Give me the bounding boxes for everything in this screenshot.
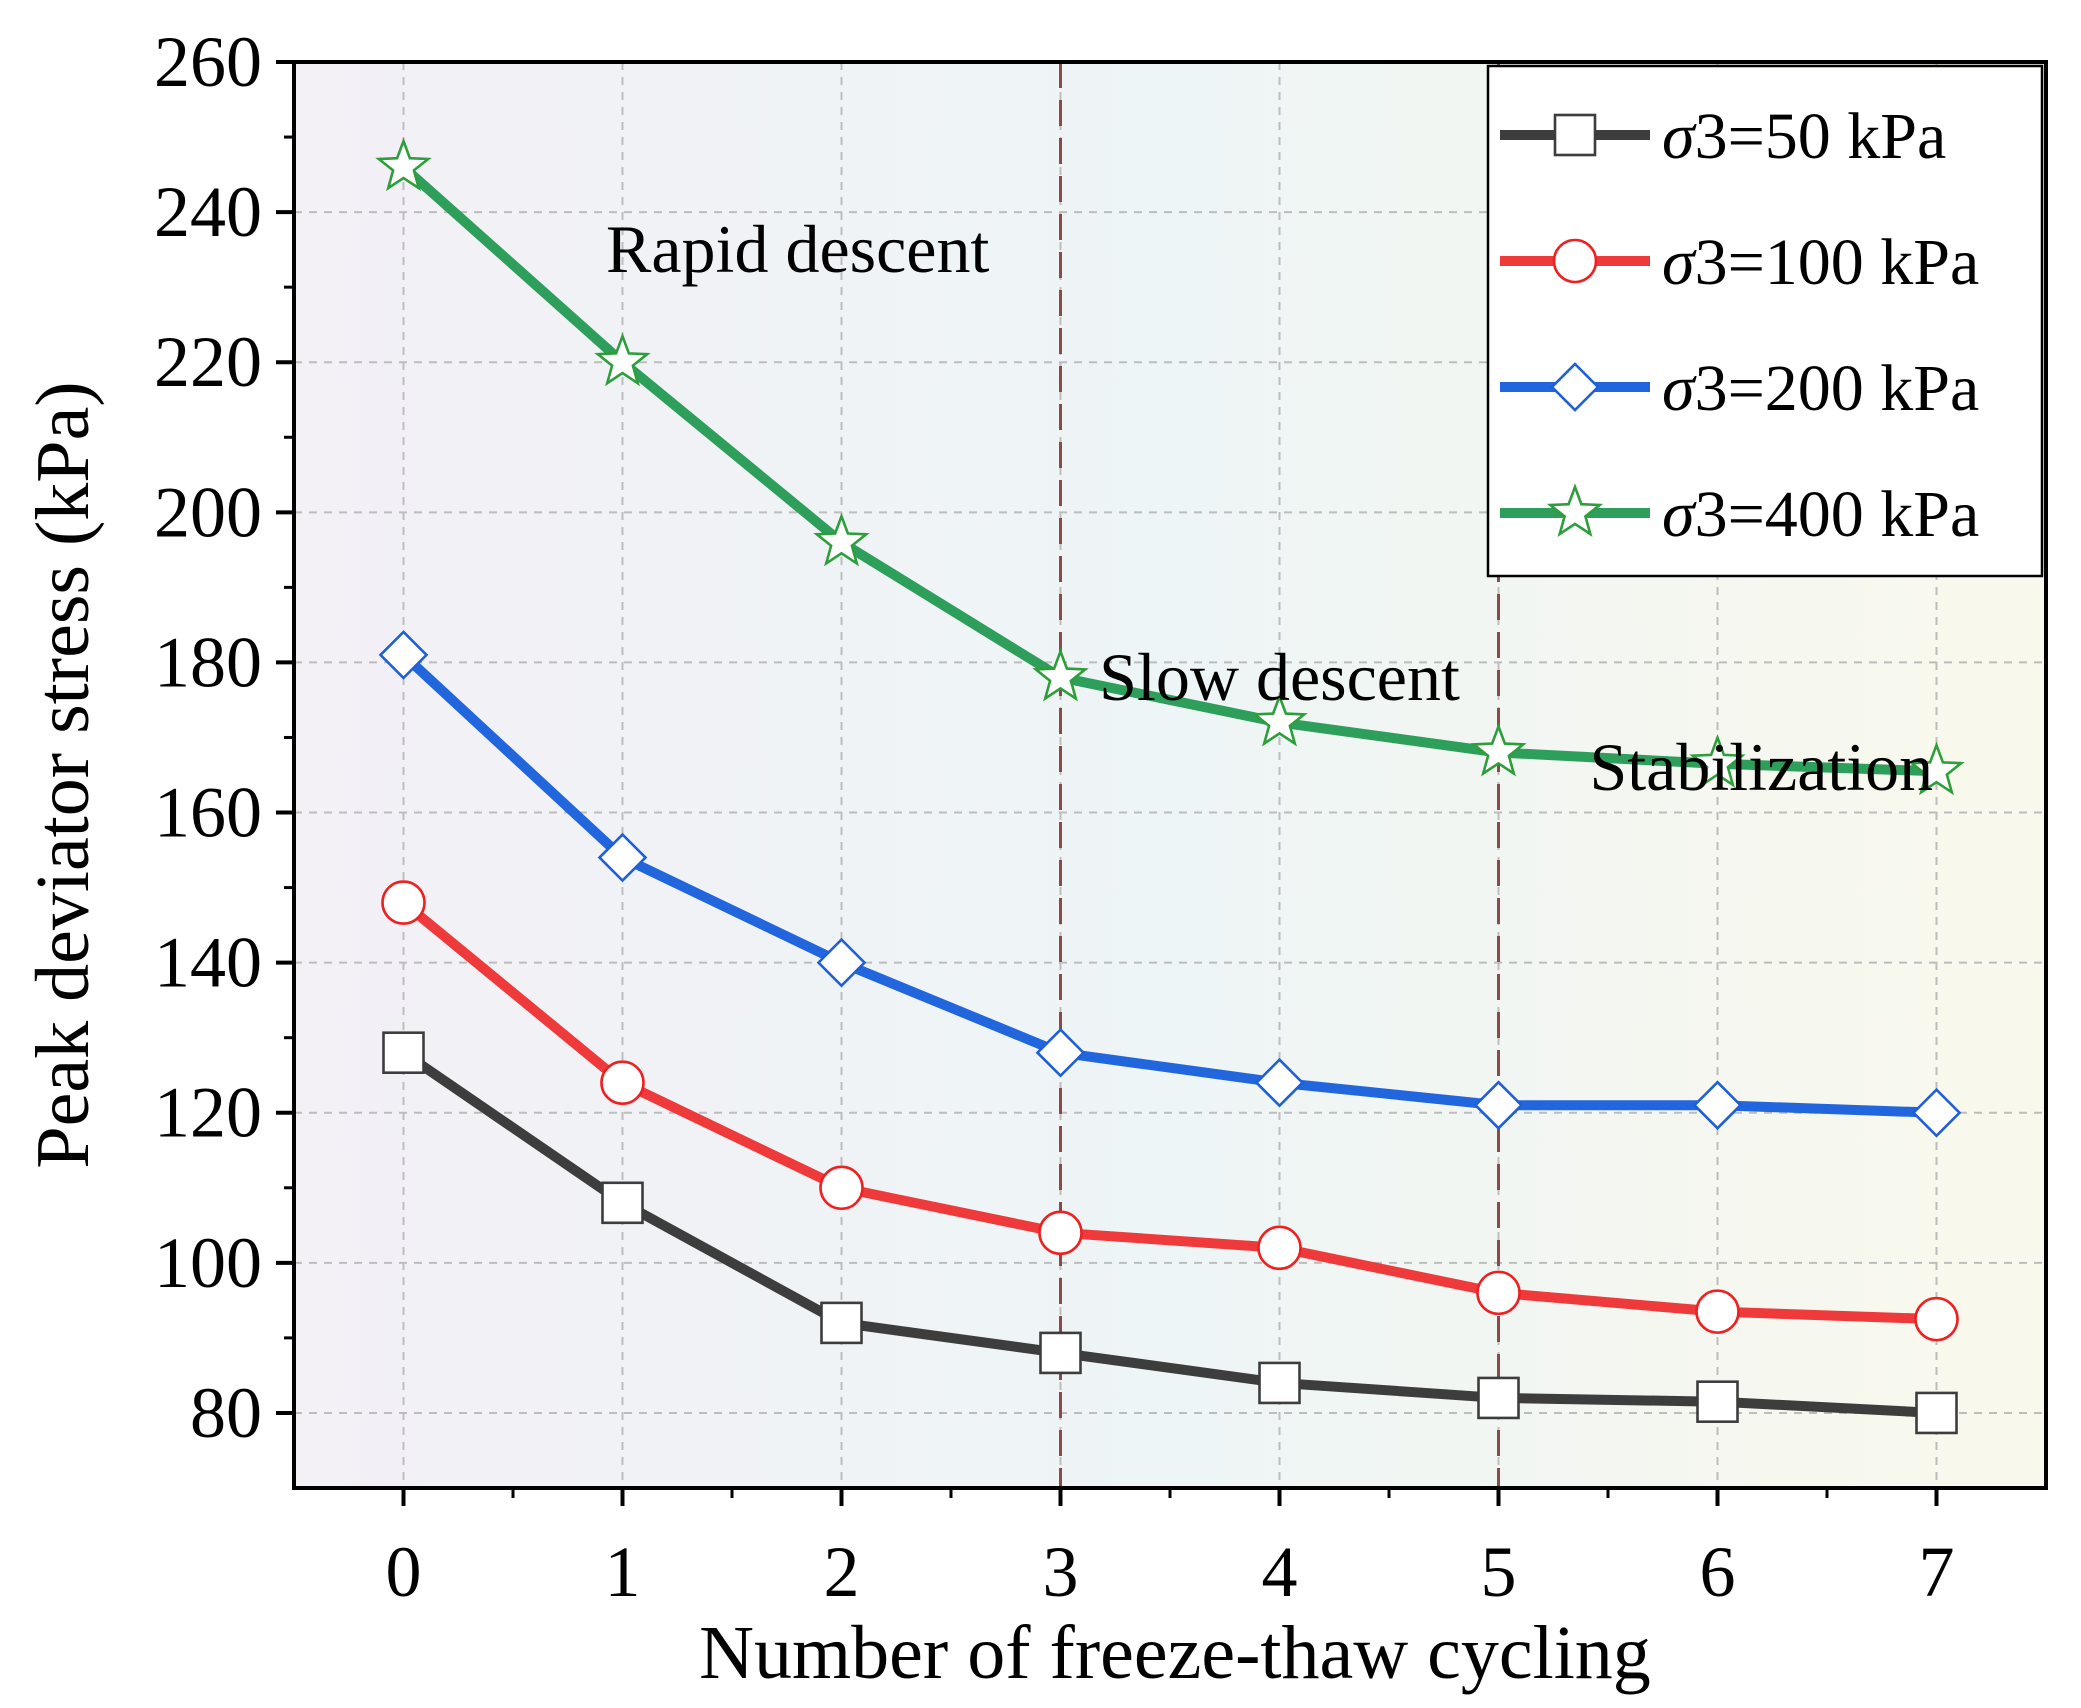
marker-circle (1695, 1289, 1740, 1334)
marker-diamond (1550, 362, 1600, 412)
y-tick-label: 260 (154, 22, 262, 102)
x-tick-label: 7 (1919, 1532, 1955, 1612)
series-line (400, 1048, 1937, 1418)
marker-diamond (378, 630, 429, 680)
marker-square (382, 1031, 425, 1074)
annotation-label: Slow descent (1099, 639, 1460, 715)
series-line (400, 898, 1937, 1325)
marker-star (1251, 692, 1308, 747)
marker-circle (1914, 1296, 1959, 1342)
y-tick-label: 80 (190, 1373, 262, 1453)
legend-item: σ3=400 kPa (1500, 478, 1979, 551)
marker-diamond (1035, 1027, 1086, 1078)
tick-labels: 0 1 2 3 4 5 6 7 80 100 120 140 160 180 200 220 240 260 (154, 22, 1955, 1612)
marker-square (1553, 113, 1597, 157)
marker-square (1039, 1331, 1082, 1375)
marker-square (1477, 1376, 1520, 1420)
legend-frame (1486, 64, 2044, 578)
series-line (400, 651, 1937, 1118)
marker-star (1689, 733, 1746, 788)
marker-circle (1476, 1270, 1521, 1316)
marker-circle (1038, 1210, 1083, 1256)
series-layer (375, 137, 1965, 1435)
legend-label: σ3=50 kPa (1662, 100, 1946, 173)
marker-star (594, 332, 651, 387)
series-square (382, 1031, 1958, 1435)
marker-square (1258, 1361, 1301, 1405)
marker-star (1470, 722, 1527, 777)
annotation-label: Stabilization (1589, 729, 1933, 805)
y-tick-label: 100 (154, 1223, 262, 1303)
marker-diamond (1911, 1087, 1962, 1138)
y-tick-label: 140 (154, 923, 262, 1003)
x-tick-label: 6 (1700, 1532, 1736, 1612)
marker-diamond (1692, 1080, 1743, 1131)
y-tick-label: 120 (154, 1073, 262, 1153)
marker-star (1546, 483, 1604, 537)
marker-circle (381, 880, 426, 925)
legend-label: σ3=400 kPa (1662, 478, 1979, 551)
marker-circle (1257, 1225, 1302, 1271)
legend-item: σ3=200 kPa (1500, 352, 1979, 425)
legend: σ3=50 kPa σ3=100 kPa σ3=200 kPa σ3=400 kPa (1486, 64, 2044, 578)
x-tick-label: 4 (1262, 1532, 1298, 1612)
marker-square (1696, 1380, 1739, 1423)
annotation-label: Rapid descent (606, 211, 989, 287)
legend-item: σ3=100 kPa (1500, 226, 1979, 299)
x-tick-label: 5 (1481, 1532, 1517, 1612)
x-tick-label: 0 (386, 1532, 422, 1612)
y-tick-label: 160 (154, 773, 262, 853)
legend-item: σ3=50 kPa (1500, 100, 1946, 173)
y-axis-title: Peak deviator stress (kPa) (21, 381, 105, 1168)
marker-star (1032, 647, 1089, 702)
series-star (375, 137, 1965, 796)
marker-square (601, 1181, 644, 1225)
marker-star (1908, 741, 1965, 796)
axis-ticks (276, 60, 1939, 1506)
y-tick-label: 180 (154, 622, 262, 702)
marker-circle (600, 1060, 645, 1106)
x-axis-title: Number of freeze-thaw cycling (699, 1611, 1651, 1695)
y-tick-label: 200 (154, 472, 262, 552)
y-tick-label: 240 (154, 172, 262, 252)
series-diamond (378, 630, 1962, 1138)
marker-star (375, 137, 432, 192)
marker-diamond (1473, 1080, 1524, 1131)
x-tick-label: 3 (1043, 1532, 1079, 1612)
marker-square (1915, 1391, 1958, 1435)
marker-square (820, 1301, 863, 1345)
y-tick-label: 220 (154, 322, 262, 402)
marker-diamond (816, 937, 867, 988)
marker-diamond (1254, 1057, 1305, 1108)
annotations: Rapid descent Slow descent Stabilization (606, 211, 1933, 805)
marker-circle (819, 1165, 864, 1211)
marker-circle (1552, 238, 1598, 284)
x-tick-label: 1 (605, 1532, 641, 1612)
series-circle (381, 880, 1959, 1342)
legend-label: σ3=100 kPa (1662, 226, 1979, 299)
legend-label: σ3=200 kPa (1662, 352, 1979, 425)
series-line (400, 163, 1937, 777)
marker-diamond (597, 832, 648, 883)
x-tick-label: 2 (824, 1532, 860, 1612)
marker-star (813, 512, 870, 567)
